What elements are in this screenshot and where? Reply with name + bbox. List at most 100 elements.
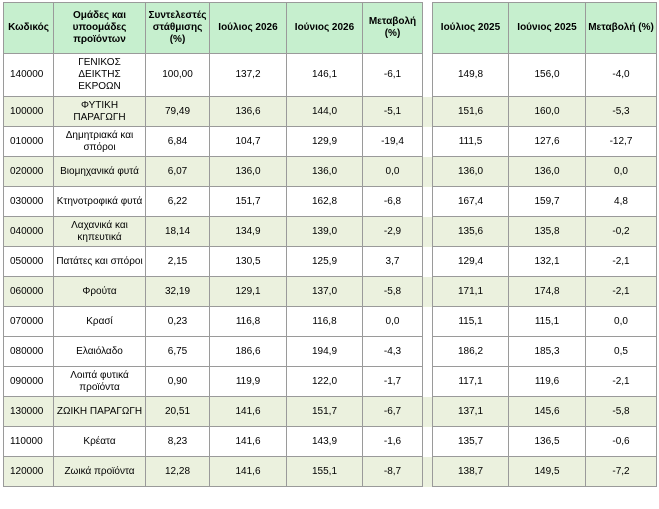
column-gap: [422, 96, 433, 127]
cell-change-2025: -2,1: [585, 276, 657, 307]
header-weight: Συντελεστές στάθμισης (%): [145, 2, 210, 54]
cell-jun-2025: 119,6: [508, 366, 586, 397]
cell-group-name: Κρέατα: [53, 426, 146, 457]
cell-change-2025: -2,1: [585, 246, 657, 277]
cell-change-2025: -0,6: [585, 426, 657, 457]
cell-jun-2026: 194,9: [286, 336, 363, 367]
cell-weight: 12,28: [145, 456, 210, 487]
cell-change-2025: -4,0: [585, 53, 657, 97]
header-jun-2026: Ιούνιος 2026: [286, 2, 363, 54]
header-group: Ομάδες και υποομάδες προϊόντων: [53, 2, 146, 54]
cell-jun-2025: 174,8: [508, 276, 586, 307]
cell-change-2026: -6,1: [362, 53, 423, 97]
cell-jul-2026: 134,9: [209, 216, 287, 247]
cell-jun-2026: 155,1: [286, 456, 363, 487]
cell-jul-2025: 117,1: [432, 366, 509, 397]
cell-code: 040000: [3, 216, 54, 247]
cell-weight: 20,51: [145, 396, 210, 427]
cell-jun-2025: 156,0: [508, 53, 586, 97]
header-jun-2025: Ιούνιος 2025: [508, 2, 586, 54]
cell-change-2025: -5,3: [585, 96, 657, 127]
cell-jul-2025: 111,5: [432, 126, 509, 157]
cell-jul-2026: 129,1: [209, 276, 287, 307]
header-change-2026: Μεταβολή (%): [362, 2, 423, 54]
table-row: 020000 Βιομηχανικά φυτά 6,07 136,0 136,0 0,0 1…: [3, 156, 657, 187]
cell-jul-2025: 171,1: [432, 276, 509, 307]
column-gap: [422, 2, 433, 54]
cell-code: 050000: [3, 246, 54, 277]
cell-jul-2026: 137,2: [209, 53, 287, 97]
column-gap: [422, 426, 433, 457]
cell-jun-2026: 143,9: [286, 426, 363, 457]
cell-weight: 6,75: [145, 336, 210, 367]
cell-jun-2026: 122,0: [286, 366, 363, 397]
cell-weight: 6,22: [145, 186, 210, 217]
cell-jun-2025: 145,6: [508, 396, 586, 427]
column-gap: [422, 156, 433, 187]
cell-jul-2025: 186,2: [432, 336, 509, 367]
cell-code: 110000: [3, 426, 54, 457]
cell-weight: 0,90: [145, 366, 210, 397]
cell-jun-2025: 160,0: [508, 96, 586, 127]
cell-group-name: Λαχανικά και κηπευτικά: [53, 216, 146, 247]
cell-change-2026: -4,3: [362, 336, 423, 367]
cell-jul-2026: 104,7: [209, 126, 287, 157]
table-row: 030000 Κτηνοτροφικά φυτά 6,22 151,7 162,8 -6,…: [3, 186, 657, 217]
cell-jul-2025: 135,7: [432, 426, 509, 457]
cell-change-2025: 0,5: [585, 336, 657, 367]
table-row: 060000 Φρούτα 32,19 129,1 137,0 -5,8 171,1 174,…: [3, 276, 657, 307]
header-row: Κωδικός Ομάδες και υποομάδες προϊόντων Σ…: [3, 2, 657, 54]
cell-change-2025: 4,8: [585, 186, 657, 217]
cell-jul-2026: 136,0: [209, 156, 287, 187]
cell-jun-2026: 116,8: [286, 306, 363, 337]
cell-change-2026: -6,7: [362, 396, 423, 427]
table-row: 110000 Κρέατα 8,23 141,6 143,9 -1,6 135,7 136,5…: [3, 426, 657, 457]
cell-code: 020000: [3, 156, 54, 187]
cell-code: 080000: [3, 336, 54, 367]
table-row: 080000 Ελαιόλαδο 6,75 186,6 194,9 -4,3 186,2 18…: [3, 336, 657, 367]
cell-change-2025: -2,1: [585, 366, 657, 397]
cell-group-name: Δημητριακά και σπόροι: [53, 126, 146, 157]
cell-code: 060000: [3, 276, 54, 307]
cell-jul-2026: 141,6: [209, 456, 287, 487]
cell-code: 070000: [3, 306, 54, 337]
table-row: 140000 ΓΕΝΙΚΟΣ ΔΕΙΚΤΗΣ ΕΚΡΟΩΝ 100,00 137,2 1…: [3, 53, 657, 97]
cell-group-name: Λοιπά φυτικά προϊόντα: [53, 366, 146, 397]
cell-jul-2026: 136,6: [209, 96, 287, 127]
header-change-2025: Μεταβολή (%): [585, 2, 657, 54]
cell-code: 010000: [3, 126, 54, 157]
cell-weight: 79,49: [145, 96, 210, 127]
cell-jul-2026: 186,6: [209, 336, 287, 367]
cell-jul-2025: 129,4: [432, 246, 509, 277]
cell-weight: 32,19: [145, 276, 210, 307]
column-gap: [422, 306, 433, 337]
cell-change-2025: 0,0: [585, 306, 657, 337]
cell-jul-2025: 149,8: [432, 53, 509, 97]
cell-change-2026: -1,7: [362, 366, 423, 397]
cell-group-name: Κρασί: [53, 306, 146, 337]
cell-change-2025: 0,0: [585, 156, 657, 187]
cell-change-2026: -6,8: [362, 186, 423, 217]
column-gap: [422, 336, 433, 367]
table-row: 100000 ΦΥΤΙΚΗ ΠΑΡΑΓΩΓΗ 79,49 136,6 144,0 -5,1…: [3, 96, 657, 127]
cell-jul-2026: 130,5: [209, 246, 287, 277]
column-gap: [422, 456, 433, 487]
cell-change-2026: -5,8: [362, 276, 423, 307]
cell-jul-2025: 115,1: [432, 306, 509, 337]
cell-jul-2025: 135,6: [432, 216, 509, 247]
cell-code: 090000: [3, 366, 54, 397]
table-row: 120000 Ζωικά προϊόντα 12,28 141,6 155,1 -8,7 1…: [3, 456, 657, 487]
cell-jul-2026: 151,7: [209, 186, 287, 217]
cell-jun-2025: 115,1: [508, 306, 586, 337]
cell-jun-2025: 132,1: [508, 246, 586, 277]
table-row: 090000 Λοιπά φυτικά προϊόντα 0,90 119,9 122,…: [3, 366, 657, 397]
cell-weight: 6,84: [145, 126, 210, 157]
column-gap: [422, 186, 433, 217]
cell-jun-2026: 162,8: [286, 186, 363, 217]
table-row: 040000 Λαχανικά και κηπευτικά 18,14 134,9 13…: [3, 216, 657, 247]
price-index-table: Κωδικός Ομάδες και υποομάδες προϊόντων Σ…: [3, 2, 657, 487]
cell-jun-2026: 144,0: [286, 96, 363, 127]
cell-jun-2025: 149,5: [508, 456, 586, 487]
cell-jun-2025: 135,8: [508, 216, 586, 247]
cell-jun-2026: 125,9: [286, 246, 363, 277]
